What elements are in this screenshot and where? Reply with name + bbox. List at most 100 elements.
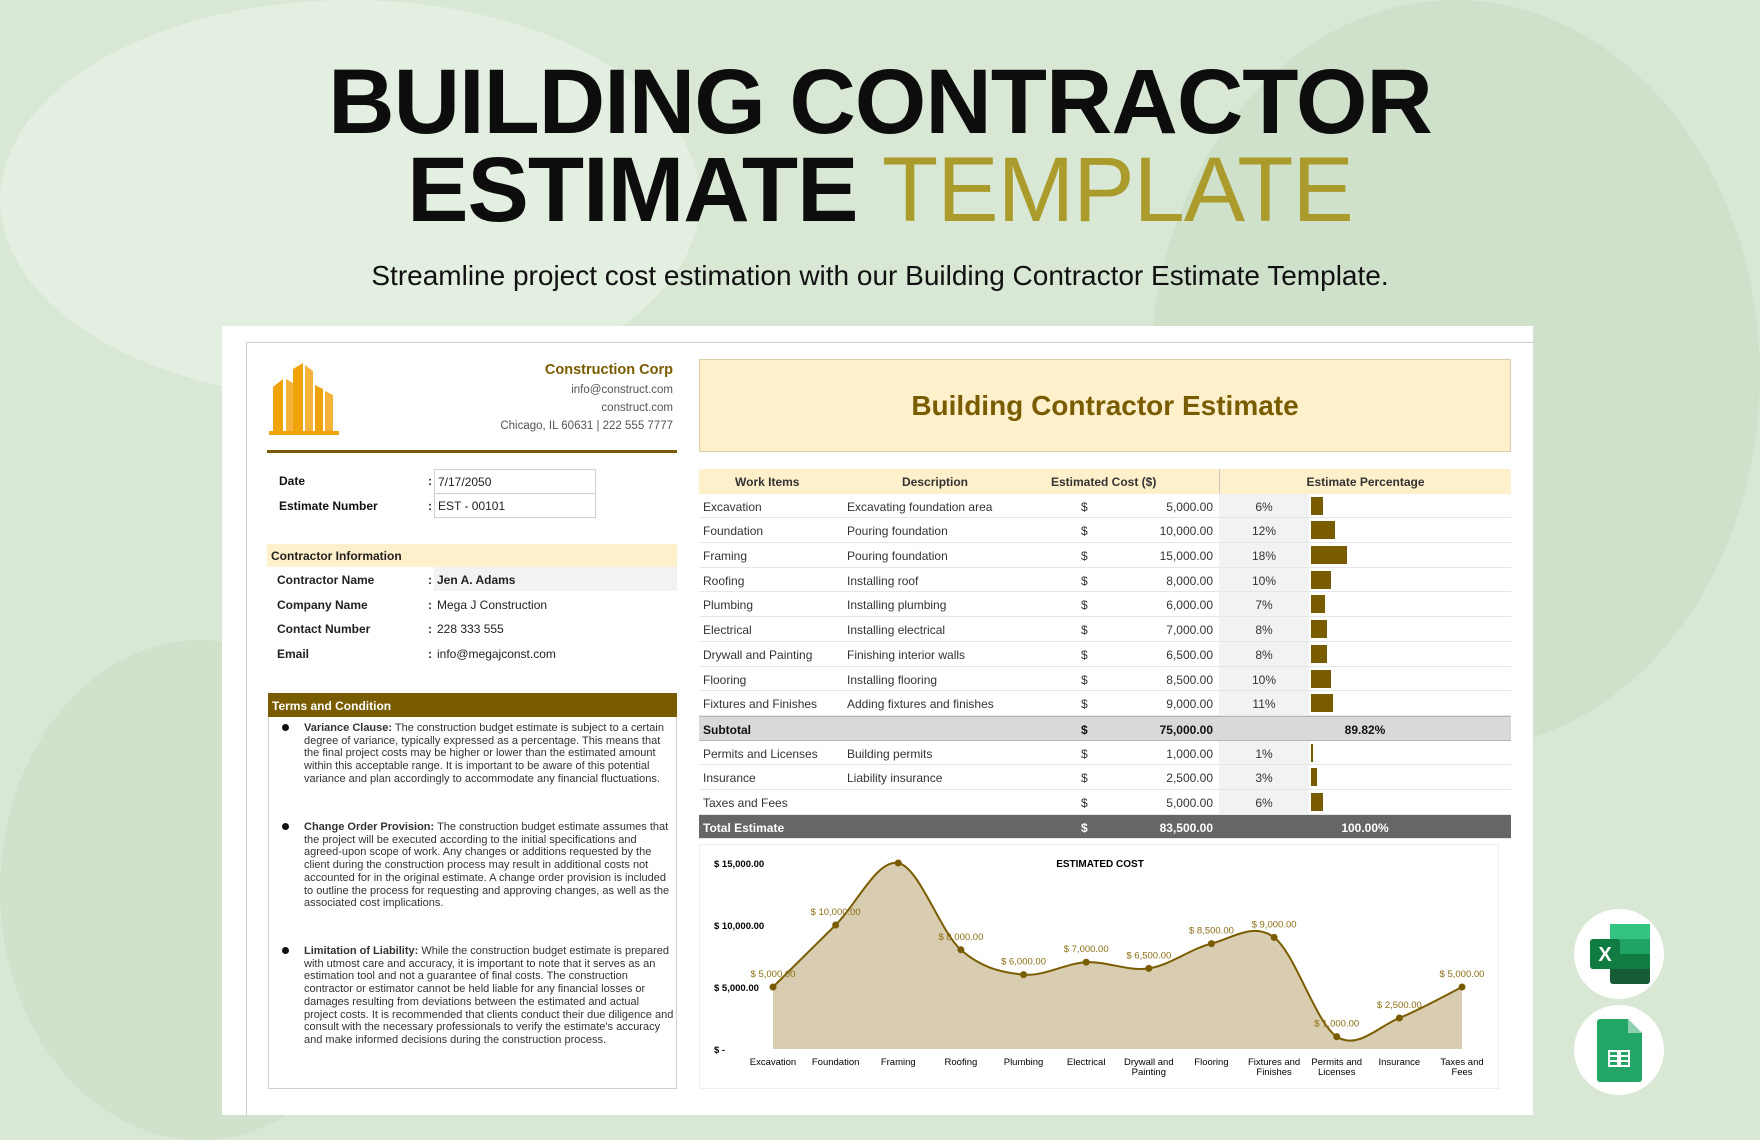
percentage-cell (1219, 543, 1309, 567)
hero-title-line2: ESTIMATE TEMPLATE (0, 140, 1760, 240)
colon: : (428, 597, 432, 612)
table-row: Insurance Liability insurance $2,500.00 3% (699, 765, 1511, 790)
data-label: $ 6,500.00 (1126, 950, 1171, 961)
estimated-cost: 6,000.00 (1166, 598, 1213, 613)
company-email: info@construct.com (571, 384, 673, 396)
percentage: 7% (1255, 598, 1273, 613)
percentage: 11% (1252, 697, 1276, 712)
data-point (1082, 958, 1090, 966)
term-text: While the construction budget estimate i… (304, 945, 674, 1046)
contractor-field-value[interactable]: Mega J Construction (437, 597, 548, 612)
company-address: Chicago, IL 60631 | 222 555 7777 (500, 420, 673, 432)
table-row: Taxes and Fees $5,000.00 6% (699, 789, 1511, 815)
currency-symbol: $ (1081, 722, 1088, 737)
col-work-items: Work Items (735, 475, 800, 489)
description: Installing flooring (847, 672, 938, 687)
date-field[interactable]: 7/17/2050 (434, 469, 596, 494)
col-estimate-percentage: Estimate Percentage (1219, 469, 1511, 494)
percentage-cell (1219, 765, 1309, 789)
hero-title-line1: BUILDING CONTRACTOR (328, 51, 1433, 153)
x-tick-label: Insurance (1378, 1057, 1420, 1068)
contractor-field-label: Email (277, 646, 310, 661)
term-title: Variance Clause: (304, 722, 393, 734)
data-label: $ 8,500.00 (1189, 926, 1234, 937)
currency-symbol: $ (1081, 549, 1088, 564)
contractor-info-header: Contractor Information (267, 544, 677, 567)
svg-text:X: X (1598, 944, 1612, 966)
subtotal-row: Subtotal $75,000.00 89.82% (699, 715, 1511, 741)
total-row: Total Estimate $83,500.00 100.00% (699, 814, 1511, 840)
percentage-cell (1219, 617, 1309, 641)
contractor-field-value[interactable]: 228 333 555 (437, 622, 504, 637)
data-point (769, 983, 777, 991)
percentage: 8% (1255, 647, 1273, 662)
currency-symbol: $ (1081, 598, 1088, 613)
percentage: 100.00% (1341, 820, 1389, 835)
estimated-cost: 9,000.00 (1166, 697, 1213, 712)
x-tick-label: Excavation (750, 1057, 796, 1068)
percentage: 6% (1255, 499, 1273, 514)
work-item: Total Estimate (703, 820, 785, 835)
chart-svg: ESTIMATED COST $ - $ 5,000.00 $ 10,000.00 $ … (714, 859, 1484, 1078)
contractor-field-label: Contact Number (277, 622, 371, 637)
percentage: 18% (1251, 549, 1277, 564)
estimated-cost: 8,000.00 (1166, 573, 1213, 588)
data-label: $ 5,000.00 (751, 969, 796, 980)
description: Liability insurance (847, 771, 943, 786)
hero-title-estimate: ESTIMATE (407, 139, 858, 241)
colon: : (428, 646, 432, 661)
percentage: 12% (1251, 524, 1277, 539)
table-row: Framing Pouring foundation $15,000.00 18% (699, 543, 1511, 568)
data-label: $ 2,500.00 (1377, 1000, 1422, 1011)
percentage-bar (1311, 546, 1347, 565)
table-row: Fixtures and Finishes Adding fixtures and… (699, 691, 1511, 716)
percentage-bar (1311, 792, 1323, 811)
hero-title-template: TEMPLATE (882, 139, 1354, 241)
y-tick-label: $ 10,000.00 (714, 921, 764, 932)
company-website: construct.com (601, 402, 673, 414)
date-label: Date (279, 474, 306, 488)
table-row: Plumbing Installing plumbing $6,000.00 7% (699, 592, 1511, 618)
percentage-bar (1311, 743, 1313, 762)
chart-title: ESTIMATED COST (1056, 859, 1144, 870)
data-label: $ 1,000.00 (1314, 1019, 1359, 1030)
percentage: 1% (1255, 746, 1273, 761)
data-point (1270, 933, 1278, 941)
percentage-bar (1311, 521, 1335, 540)
terms-header: Terms and Condition (268, 693, 677, 717)
data-label: $ 7,000.00 (1064, 944, 1109, 955)
estimated-cost: 7,000.00 (1166, 623, 1213, 638)
work-item: Fixtures and Finishes (703, 697, 818, 712)
description: Adding fixtures and finishes (847, 697, 994, 712)
description: Excavating foundation area (847, 499, 993, 514)
colon: : (428, 622, 432, 637)
excel-button[interactable]: X (1574, 909, 1664, 999)
excel-icon: X (1590, 924, 1650, 984)
table-row: Drywall and Painting Finishing interior w… (699, 641, 1511, 667)
term-title: Limitation of Liability: (304, 945, 419, 957)
contractor-field-value[interactable]: info@megajconst.com (437, 646, 556, 661)
term-item: Limitation of Liability: While the const… (304, 945, 674, 1047)
estimate-number-field[interactable]: EST - 00101 (434, 493, 596, 518)
term-text: The construction budget estimate is subj… (304, 722, 664, 785)
data-point (1145, 964, 1153, 972)
x-tick-label: Fixtures and Finishes (1248, 1057, 1300, 1078)
currency-symbol: $ (1081, 647, 1088, 662)
description: Building permits (847, 746, 933, 761)
highlight-cell (434, 567, 677, 591)
currency-symbol: $ (1081, 623, 1088, 638)
estimated-cost: 15,000.00 (1159, 549, 1213, 564)
estimate-number-label: Estimate Number (279, 499, 378, 513)
google-sheets-button[interactable] (1574, 1005, 1664, 1095)
percentage-cell (1219, 740, 1309, 765)
term-item: Variance Clause: The construction budget… (304, 722, 674, 786)
google-sheets-icon (1597, 1019, 1642, 1082)
x-tick-label: Electrical (1067, 1057, 1106, 1068)
buildings-icon (269, 363, 339, 435)
y-tick-label: $ 5,000.00 (714, 983, 759, 994)
contractor-field-value[interactable]: Jen A. Adams (437, 573, 516, 587)
data-label: $ 10,000.00 (811, 907, 861, 918)
work-item: Foundation (703, 524, 764, 539)
work-item: Excavation (703, 499, 762, 514)
x-tick-label: Foundation (812, 1057, 860, 1068)
